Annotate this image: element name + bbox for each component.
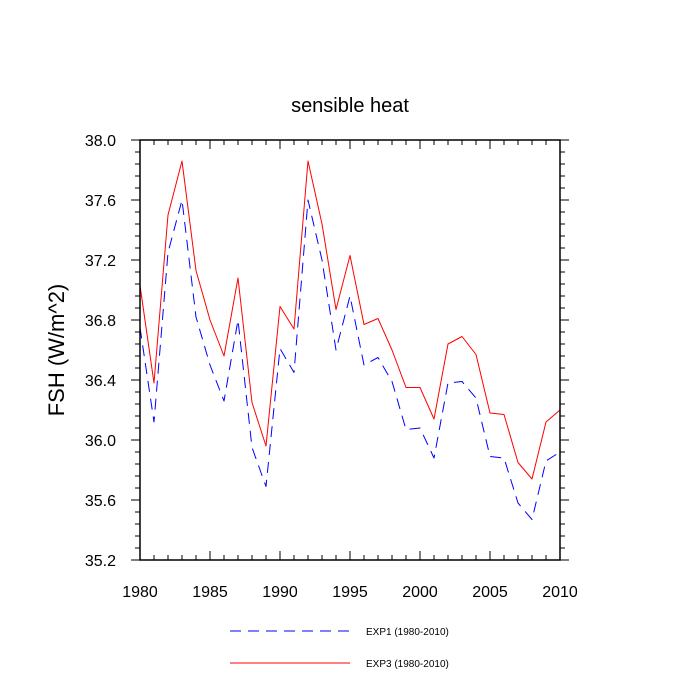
x-tick-label: 2005 bbox=[472, 584, 508, 601]
x-tick-label: 2000 bbox=[402, 584, 438, 601]
x-tick-label: 1980 bbox=[122, 584, 158, 601]
x-tick-label: 1995 bbox=[332, 584, 368, 601]
y-tick-label: 38.0 bbox=[85, 133, 116, 150]
plot-area bbox=[131, 139, 569, 561]
y-tick-label: 36.0 bbox=[85, 433, 116, 450]
y-tick-label: 35.6 bbox=[85, 493, 116, 510]
y-tick-label: 36.4 bbox=[85, 373, 116, 390]
legend-label-exp3: EXP3 (1980-2010) bbox=[366, 659, 449, 670]
y-axis-label: FSH (W/m^2) bbox=[44, 284, 69, 417]
legend: EXP1 (1980-2010) EXP3 (1980-2010) bbox=[230, 627, 449, 670]
series-line-exp3 bbox=[139, 160, 561, 480]
y-tick-label: 37.6 bbox=[85, 193, 116, 210]
y-tick-label: 36.8 bbox=[85, 313, 116, 330]
x-tick-label: 1985 bbox=[192, 584, 228, 601]
x-tick-labels: 1980 1985 1990 1995 2000 2005 2010 bbox=[122, 584, 578, 601]
series-line-exp1 bbox=[139, 199, 561, 520]
legend-label-exp1: EXP1 (1980-2010) bbox=[366, 627, 449, 638]
y-tick-labels: 35.2 35.6 36.0 36.4 36.8 37.2 37.6 38.0 bbox=[85, 133, 116, 570]
x-tick-label: 1990 bbox=[262, 584, 298, 601]
y-tick-label: 35.2 bbox=[85, 553, 116, 570]
x-tick-label: 2010 bbox=[542, 584, 578, 601]
plot-frame bbox=[139, 139, 561, 561]
chart-title: sensible heat bbox=[291, 95, 409, 117]
y-tick-label: 37.2 bbox=[85, 253, 116, 270]
